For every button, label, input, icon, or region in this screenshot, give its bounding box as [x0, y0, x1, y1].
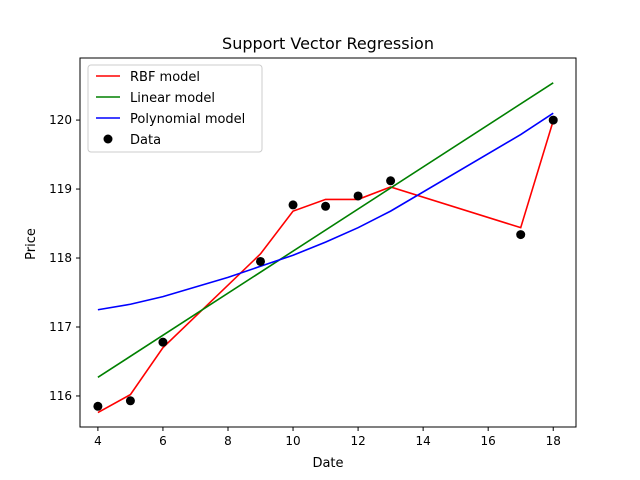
data-point	[125, 396, 135, 406]
y-tick-label: 119	[49, 182, 72, 196]
data-point	[321, 201, 331, 211]
x-tick-label: 16	[481, 434, 496, 448]
y-tick-label: 120	[49, 113, 72, 127]
data-point	[158, 337, 168, 347]
data-point	[353, 191, 363, 201]
series-line-polynomial-model	[97, 112, 554, 311]
data-point	[386, 176, 396, 186]
legend-label-rbf-model: RBF model	[130, 70, 200, 85]
y-tick-label: 116	[49, 389, 72, 403]
y-axis-label: Price	[24, 228, 39, 260]
x-tick-label: 8	[224, 434, 232, 448]
x-tick-label: 14	[415, 434, 430, 448]
legend-label-data: Data	[130, 133, 161, 148]
legend: RBF model Linear model Polynomial model Dat…	[87, 64, 263, 153]
series-line-linear-model	[97, 82, 554, 379]
x-axis-label: Date	[312, 456, 343, 471]
x-tick-label: 6	[159, 434, 167, 448]
data-point	[516, 230, 526, 240]
data-point	[93, 401, 103, 411]
y-tick-label: 117	[49, 320, 72, 334]
data-point	[548, 115, 558, 125]
legend-label-linear-model: Linear model	[130, 91, 215, 106]
y-tick-label: 118	[49, 251, 72, 265]
series-line-rbf-model	[97, 120, 554, 414]
x-tick-label: 18	[546, 434, 561, 448]
data-point	[256, 256, 266, 266]
legend-label-polynomial-model: Polynomial model	[130, 112, 245, 127]
x-tick-label: 12	[350, 434, 365, 448]
legend-swatch-data	[103, 134, 113, 144]
chart-title: Support Vector Regression	[222, 34, 434, 53]
legend-box	[87, 64, 263, 153]
data-point	[288, 200, 298, 210]
x-tick-label: 4	[94, 434, 102, 448]
x-tick-label: 10	[285, 434, 300, 448]
